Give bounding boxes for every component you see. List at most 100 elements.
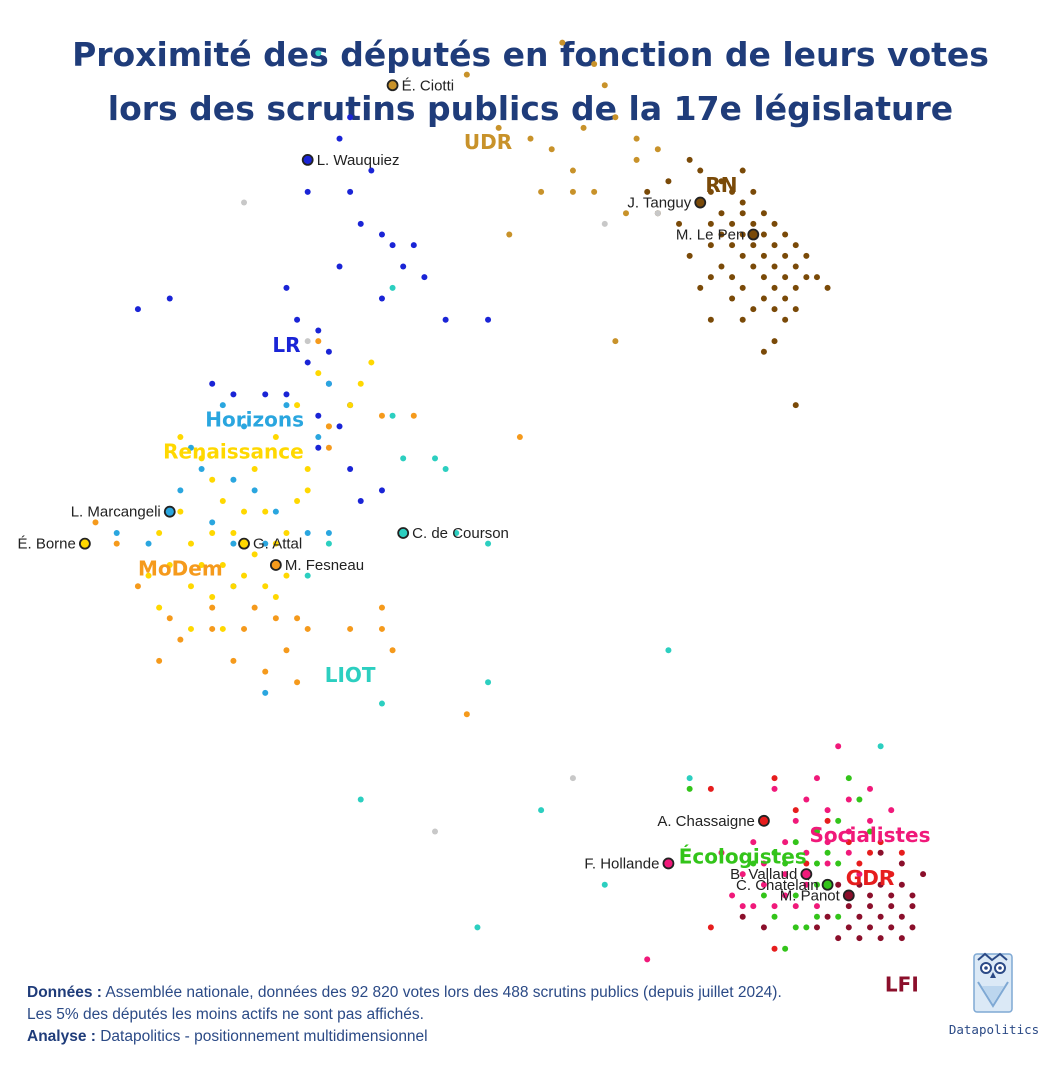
point-lr [283,284,290,291]
point-modem [294,615,301,622]
point-socialistes [803,796,810,803]
point-rn [813,274,820,281]
point-liot [601,881,608,888]
point-lfi [867,924,874,931]
point-udr [591,60,598,67]
point-socialistes [803,881,810,888]
point-socialistes [718,849,725,856]
point-ecologistes [782,860,789,867]
deputy-label-m-le-pen: M. Le Pen [676,227,744,244]
point-socialistes [824,860,831,867]
point-rn [718,231,725,238]
point-lfi [898,913,905,920]
group-label-socialistes: Socialistes [810,823,931,847]
point-modem [294,679,301,686]
point-ecologistes [813,913,820,920]
point-udr [495,124,502,131]
point-horizons [262,689,269,696]
point-lr [315,327,322,334]
point-socialistes [856,871,863,878]
point-renaissance [347,402,354,409]
group-label-lfi: LFI [885,972,919,996]
point-gdr [771,775,778,782]
point-ecologistes [813,860,820,867]
point-rn [760,252,767,259]
point-modem [304,625,311,632]
point-lfi [909,892,916,899]
point-rn [739,199,746,206]
point-renaissance [187,625,194,632]
point-renaissance [156,604,163,611]
point-horizons [209,519,216,526]
point-lfi [856,881,863,888]
point-renaissance [209,593,216,600]
point-modem [209,625,216,632]
point-rn [686,252,693,259]
point-socialistes [867,817,874,824]
deputy-label-l-marcangeli: L. Marcangeli [71,504,161,521]
point-liot [432,455,439,462]
point-ecologistes [803,924,810,931]
highlight-point-e-borne [78,537,91,550]
highlight-point-l-marcangeli [163,505,176,518]
point-horizons [325,380,332,387]
point-modem [325,423,332,430]
point-lfi [920,871,927,878]
point-socialistes [824,807,831,814]
point-lr [315,412,322,419]
point-lr [347,114,354,121]
highlight-point-l-wauquiez [301,153,314,166]
point-modem [241,625,248,632]
point-socialistes [845,796,852,803]
point-horizons [325,530,332,536]
point-renaissance [262,508,269,515]
point-rn [771,306,778,313]
point-ni [304,338,311,345]
point-lfi [888,892,895,899]
point-udr [612,114,619,121]
point-socialistes [760,881,767,888]
point-ni [654,210,661,217]
point-gdr [803,860,810,867]
point-lr [336,263,343,270]
point-gdr [888,871,895,878]
point-liot [378,700,385,707]
point-modem [516,434,523,441]
series-ecologistes [686,775,874,952]
point-renaissance [283,572,290,579]
point-modem [378,604,385,611]
point-liot [325,540,332,547]
point-socialistes [771,903,778,910]
point-socialistes [750,903,757,910]
deputy-label-c-de-courson: C. de Courson [412,525,509,542]
deputy-label-j-tanguy: J. Tanguy [627,195,691,212]
point-renaissance [156,530,163,536]
point-rn [718,263,725,270]
series-renaissance [145,359,375,632]
point-lfi [898,935,905,942]
point-lfi [845,903,852,910]
deputy-label-f-hollande: F. Hollande [584,855,659,872]
point-rn [792,402,799,409]
footer-data-label: Données : [27,984,102,1001]
point-horizons [219,402,226,409]
point-modem [177,636,184,643]
page-title: Proximité des députés en fonction de leu… [0,28,1061,136]
point-gdr [845,839,852,846]
point-horizons [315,434,322,441]
point-modem [166,615,173,622]
point-horizons [198,466,205,473]
point-rn [739,252,746,259]
point-lfi [877,881,884,888]
point-renaissance [304,487,311,494]
point-renaissance [304,466,311,473]
point-socialistes [782,839,789,846]
point-horizons [230,476,237,483]
point-ecologistes [771,849,778,856]
point-ni [432,828,439,835]
point-gdr [898,849,905,856]
series-modem [92,338,523,718]
point-socialistes [803,849,810,856]
point-rn [676,220,683,227]
owl-icon [973,952,1013,1013]
